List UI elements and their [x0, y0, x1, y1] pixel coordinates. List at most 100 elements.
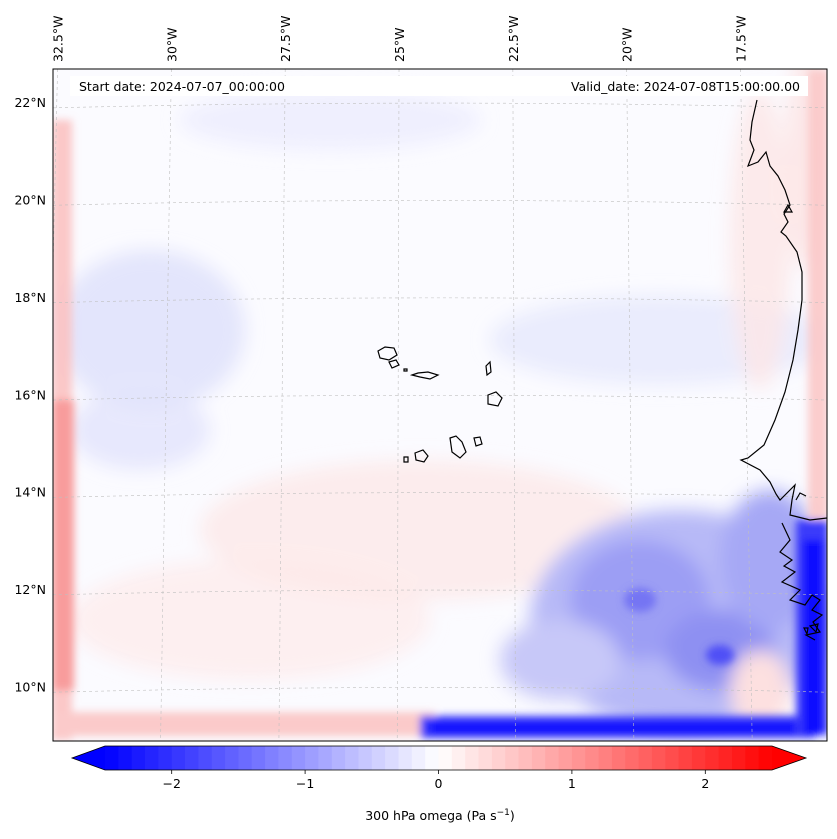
- bijagos-island: [803, 627, 809, 636]
- colorbar-tick-label: 2: [701, 776, 709, 791]
- west-africa-coast: [739, 99, 827, 521]
- boa-vista-island: [487, 391, 503, 407]
- maio-island: [473, 436, 483, 447]
- colorbar-step: [331, 746, 346, 770]
- senegal-guinea-coast: [779, 522, 824, 641]
- longitude-label: 22.5°W: [506, 16, 521, 62]
- sal-island: [485, 360, 492, 377]
- colorbar-step: [438, 746, 453, 770]
- colorbar-step: [238, 746, 253, 770]
- parallel-line: [53, 687, 827, 693]
- colorbar-step: [598, 746, 613, 770]
- colorbar-step: [651, 746, 666, 770]
- colorbar-step: [758, 746, 773, 770]
- field-edge-artifacts: [53, 69, 827, 740]
- colorbar-step: [745, 746, 760, 770]
- latitude-label: 22°N: [14, 95, 46, 110]
- colorbar-tick-label: 0: [435, 776, 443, 791]
- colorbar-tick-label: 1: [568, 776, 576, 791]
- graticule: [53, 69, 827, 741]
- latitude-label: 20°N: [14, 192, 46, 207]
- longitude-label: 20°W: [620, 27, 635, 62]
- meridian-line: [740, 69, 753, 741]
- colorbar-step: [171, 746, 186, 770]
- meridian-line: [160, 69, 172, 741]
- brava-island: [403, 456, 409, 463]
- longitude-label: 27.5°W: [278, 16, 293, 62]
- meridian-line: [396, 69, 400, 741]
- parallel-line: [53, 394, 827, 401]
- colorbar-step: [251, 746, 266, 770]
- longitude-label: 25°W: [392, 27, 407, 62]
- parallel-line: [53, 589, 827, 596]
- meridian-line: [626, 69, 635, 741]
- fogo-island: [414, 449, 429, 463]
- colorbar-step: [478, 746, 493, 770]
- colorbar-step: [585, 746, 600, 770]
- start-date-label: Start date: 2024-07-07_00:00:00: [79, 79, 285, 94]
- colorbar-step: [385, 746, 400, 770]
- colorbar-step: [425, 746, 440, 770]
- colorbar-step: [118, 746, 133, 770]
- colorbar-step: [678, 746, 693, 770]
- colorbar-step: [358, 746, 373, 770]
- colorbar-step: [545, 746, 560, 770]
- colorbar: −2 −1 0 1 2 300 hPa omega (Pa s−1): [70, 745, 808, 823]
- colorbar-step: [265, 746, 280, 770]
- colorbar-step: [731, 746, 746, 770]
- colorbar-step: [491, 746, 506, 770]
- colorbar-step: [691, 746, 706, 770]
- colorbar-step: [185, 746, 199, 770]
- colorbar-step: [398, 746, 413, 770]
- colorbar-step: [705, 746, 720, 770]
- colorbar-step: [571, 746, 586, 770]
- colorbar-step: [665, 746, 680, 770]
- colorbar-step: [638, 746, 653, 770]
- parallel-line: [53, 297, 827, 303]
- sao-nicolau-island: [409, 371, 440, 380]
- colorbar-step: [451, 746, 466, 770]
- parallel-line: [53, 200, 827, 206]
- parallel-line: [53, 102, 827, 109]
- longitude-label: 30°W: [164, 27, 179, 62]
- colorbar-step: [211, 746, 226, 770]
- colorbar-label: 300 hPa omega (Pa s−1): [365, 808, 515, 823]
- longitude-label: 17.5°W: [733, 16, 748, 62]
- parallel-line: [53, 492, 827, 498]
- colorbar-step: [371, 746, 386, 770]
- colorbar-step: [611, 746, 626, 770]
- colorbar-step: [278, 746, 293, 770]
- colorbar-step: [345, 746, 360, 770]
- colorbar-extend-min: [72, 746, 105, 770]
- colorbar-step: [518, 746, 533, 770]
- colorbar-step: [145, 746, 159, 770]
- colorbar-step: [131, 746, 146, 770]
- bijagos-island: [808, 623, 819, 634]
- colorbar-step: [625, 746, 640, 770]
- colorbar-steps: [105, 746, 773, 770]
- latitude-label: 16°N: [14, 387, 46, 402]
- meridian-line: [512, 69, 516, 741]
- colorbar-step: [291, 746, 306, 770]
- colorbar-step: [718, 746, 733, 770]
- valid-date-label: Valid_date: 2024-07-08T15:00:00.00: [571, 79, 800, 94]
- meridian-line: [278, 69, 286, 741]
- colorbar-step: [318, 746, 333, 770]
- colorbar-step: [105, 746, 119, 770]
- colorbar-step: [411, 746, 426, 770]
- santiago-island: [449, 435, 467, 459]
- latitude-labels: 22°N 20°N 18°N 16°N 14°N 12°N 10°N: [14, 95, 46, 694]
- latitude-label: 12°N: [14, 582, 46, 597]
- map-frame: [52, 68, 828, 742]
- latitude-label: 18°N: [14, 290, 46, 305]
- santa-luzia-island: [403, 368, 408, 372]
- colorbar-step: [531, 746, 546, 770]
- map-panel: Start date: 2024-07-07_00:00:00 Valid_da…: [52, 68, 828, 742]
- colorbar-step: [158, 746, 173, 770]
- colorbar-tick-label: −1: [296, 776, 314, 791]
- colorbar-step: [465, 746, 480, 770]
- sao-vicente-island: [388, 359, 400, 369]
- colorbar-step: [558, 746, 573, 770]
- colorbar-extend-max: [772, 746, 806, 770]
